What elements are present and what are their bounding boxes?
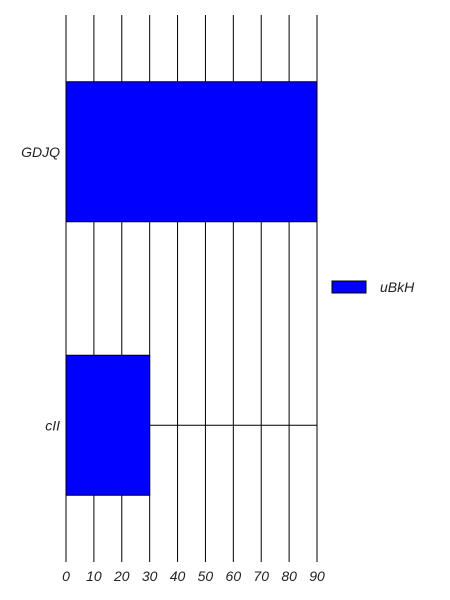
x-tick-label-20: 20 [113,568,130,584]
x-tick-label-0: 0 [62,568,70,584]
legend: uBkH [331,279,415,295]
x-tick-label-30: 30 [142,568,158,584]
x-tick-label-50: 50 [198,568,214,584]
category-labels: GDJQ cII [21,144,60,434]
bar-cII [65,354,151,496]
x-tick-label-80: 80 [281,568,297,584]
x-tick-label-10: 10 [86,568,102,584]
category-label-1: cII [45,417,60,433]
x-axis-tick-labels: 0 10 20 30 40 50 60 70 80 90 [62,568,325,584]
x-tick-label-60: 60 [226,568,242,584]
legend-label-0: uBkH [380,279,415,295]
bar-GDJQ [65,81,318,223]
category-label-0: GDJQ [21,144,60,160]
legend-swatch-0 [331,280,367,294]
x-tick-label-90: 90 [309,568,325,584]
x-tick-label-70: 70 [253,568,269,584]
x-tick-label-40: 40 [170,568,186,584]
bars [65,81,318,496]
